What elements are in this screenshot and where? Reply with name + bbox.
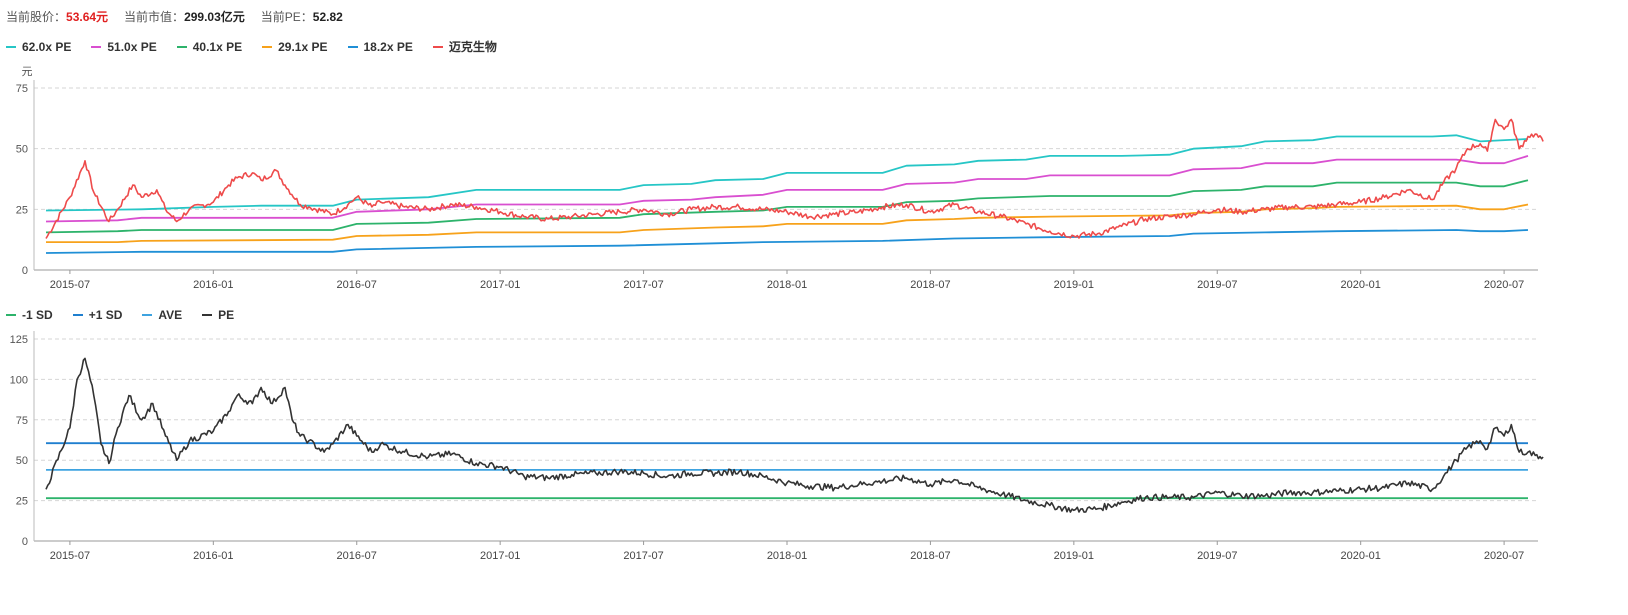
y-tick-label: 125 — [10, 334, 28, 346]
x-tick-label: 2017-07 — [623, 550, 663, 562]
legend-swatch — [347, 45, 358, 48]
pe-value: 52.82 — [312, 10, 343, 24]
x-tick-label: 2019-01 — [1054, 550, 1094, 562]
legend-item-51-0x-pe[interactable]: 51.0x PE — [91, 39, 157, 54]
price-chart-legend: 62.0x PE 51.0x PE 40.1x PE 29.1x PE 18.2x PE… — [6, 38, 497, 55]
y-axis-label: 元 — [22, 66, 33, 78]
legend-swatch — [72, 314, 83, 316]
x-tick-label: 2018-07 — [910, 279, 950, 291]
y-tick-label: 75 — [16, 83, 28, 95]
y-tick-label: 25 — [16, 496, 28, 508]
x-tick-label: 2015-07 — [50, 550, 90, 562]
market-cap-label: 当前市值： — [124, 10, 185, 24]
legend-item-迈克生物[interactable]: 迈克生物 — [432, 38, 497, 55]
legend-swatch — [202, 314, 213, 316]
legend-swatch — [91, 45, 102, 48]
y-tick-label: 100 — [10, 374, 28, 386]
x-tick-label: 2016-07 — [337, 550, 377, 562]
legend-swatch — [6, 314, 16, 316]
series-line-pe — [45, 357, 1544, 513]
series-line-18-2x-pe — [45, 229, 1529, 254]
x-tick-label: 2015-07 — [50, 279, 90, 291]
y-tick-label: 25 — [16, 204, 28, 216]
series-line-迈克生物 — [45, 118, 1544, 239]
x-tick-label: 2017-01 — [480, 550, 520, 562]
legend-item-40-1x-pe[interactable]: 40.1x PE — [176, 39, 243, 54]
legend-label: 40.1x PE — [192, 39, 243, 54]
x-tick-label: 2018-07 — [910, 550, 950, 562]
legend-label: PE — [218, 308, 235, 322]
price-band-chart: 元 0 25 50 75 2015-07 2016-01 2016-07 2017-01 2017… — [16, 66, 1544, 291]
x-tick-label: 2017-07 — [623, 279, 663, 291]
legend-label: 迈克生物 — [448, 40, 497, 54]
legend-label: -1 SD — [22, 308, 53, 322]
series-line-29-1x-pe — [46, 203, 1529, 243]
legend-swatch — [432, 45, 443, 48]
legend-swatch — [176, 45, 187, 48]
series-line-40-1x-pe — [45, 179, 1529, 234]
x-tick-label: 2017-01 — [480, 279, 520, 291]
x-tick-label: 2019-07 — [1197, 279, 1237, 291]
series-line-62-0x-pe — [45, 134, 1529, 212]
price-value: 53.64元 — [66, 10, 109, 24]
legend-label: 51.0x PE — [107, 39, 157, 54]
y-tick-label: 0 — [22, 265, 28, 277]
legend-item-pe[interactable]: PE — [202, 308, 234, 322]
legend-swatch — [142, 314, 153, 316]
legend-label: 62.0x PE — [22, 39, 72, 54]
y-tick-label: 0 — [22, 536, 28, 548]
x-tick-label: 2016-01 — [193, 550, 233, 562]
price-label: 当前股价： — [6, 10, 67, 24]
legend-label: +1 SD — [88, 308, 123, 322]
legend-item-62-0x-pe[interactable]: 62.0x PE — [6, 40, 71, 54]
x-tick-label: 2020-07 — [1484, 279, 1524, 291]
legend-item-1-sd[interactable]: +1 SD — [72, 308, 123, 322]
market-cap-value: 299.03亿元 — [184, 10, 245, 24]
legend-swatch — [262, 45, 273, 48]
x-tick-label: 2016-01 — [193, 279, 233, 291]
pe-chart-legend: -1 SD +1 SD AVE PE — [6, 308, 234, 322]
x-tick-label: 2020-01 — [1340, 279, 1380, 291]
pe-label: 当前PE： — [260, 10, 313, 24]
legend-item-ave[interactable]: AVE — [142, 308, 182, 322]
legend-label: AVE — [158, 308, 183, 322]
x-tick-label: 2018-01 — [767, 550, 807, 562]
legend-label: 18.2x PE — [363, 39, 413, 54]
legend-item-29-1x-pe[interactable]: 29.1x PE — [262, 39, 328, 54]
x-tick-label: 2019-01 — [1054, 279, 1094, 291]
x-tick-label: 2016-07 — [337, 279, 377, 291]
series-line-51-0x-pe — [45, 155, 1529, 223]
x-tick-label: 2019-07 — [1197, 550, 1237, 562]
legend-swatch — [6, 45, 16, 48]
x-tick-label: 2020-07 — [1484, 550, 1524, 562]
x-tick-label: 2020-01 — [1340, 550, 1380, 562]
x-tick-label: 2018-01 — [767, 279, 807, 291]
pe-band-chart: 0 25 50 75 100 125 2015-07 2016-01 2016-07 2017-0… — [10, 331, 1544, 562]
stock-summary: 当前股价：53.64元 当前市值：299.03亿元 当前PE：52.82 — [6, 8, 343, 25]
y-tick-label: 75 — [16, 415, 28, 427]
legend-item-18-2x-pe[interactable]: 18.2x PE — [347, 39, 413, 54]
y-tick-label: 50 — [16, 144, 28, 156]
legend-label: 29.1x PE — [278, 39, 328, 54]
legend-item-1-sd[interactable]: -1 SD — [6, 308, 53, 322]
y-tick-label: 50 — [16, 455, 28, 467]
